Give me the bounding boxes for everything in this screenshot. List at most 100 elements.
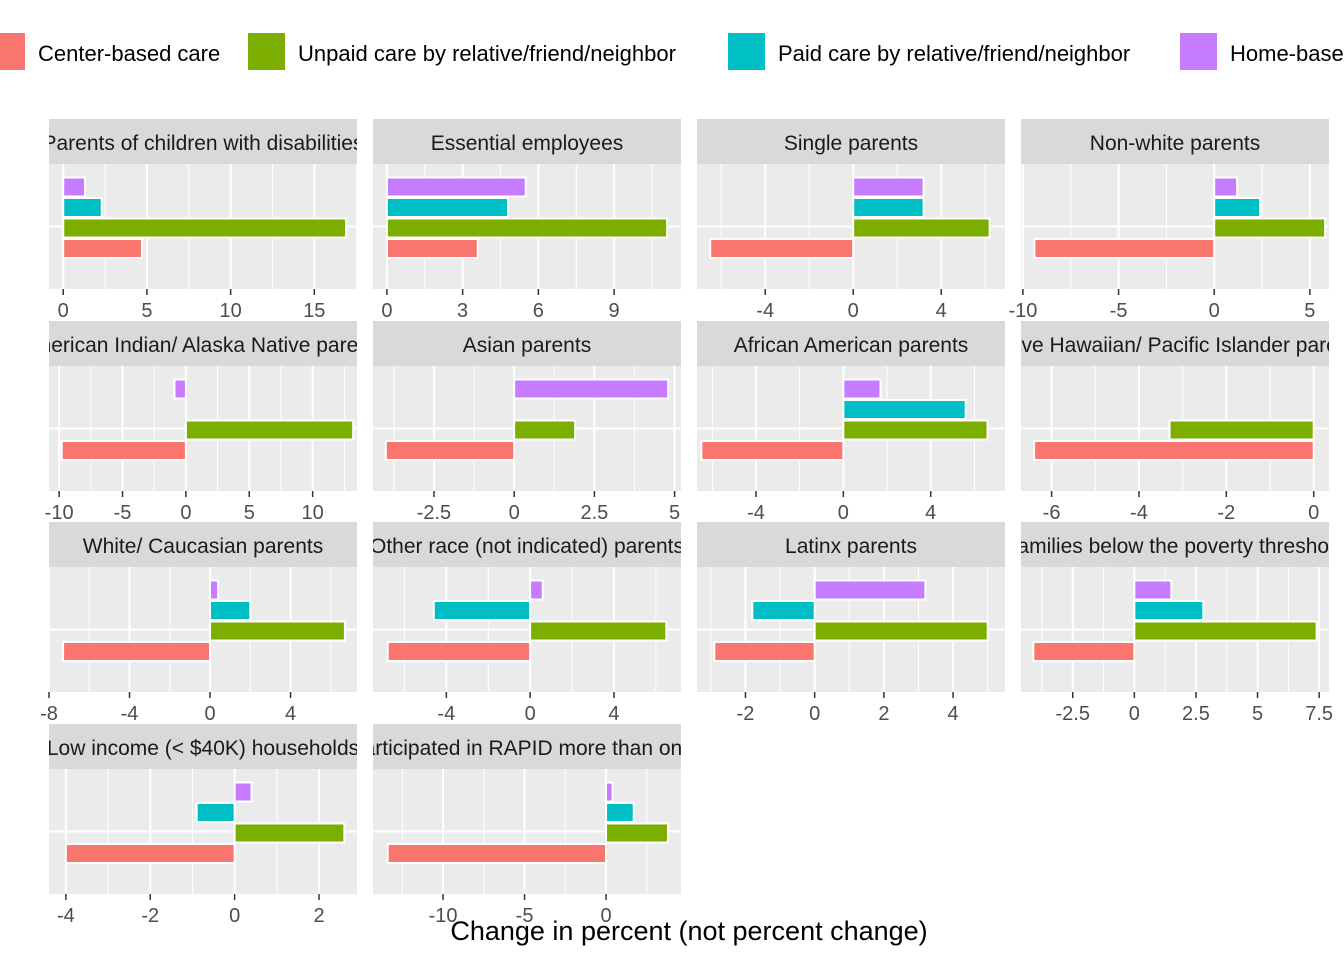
tick-label: 0: [229, 905, 240, 927]
facet-title: Families below the poverty threshold: [1005, 535, 1344, 558]
bar: [1032, 641, 1136, 662]
tick-label: 4: [948, 703, 959, 725]
bar: [1033, 238, 1216, 259]
facet-panel: American Indian/ Alaska Native parents -1…: [45, 321, 357, 524]
bar: [62, 197, 103, 218]
bar: [209, 579, 220, 601]
bar: [62, 238, 143, 259]
tick-label: 2.5: [1182, 703, 1210, 725]
tick-label: 4: [285, 703, 296, 725]
bar: [842, 399, 967, 420]
tick-label: -2: [141, 905, 159, 927]
tick-label: 2.5: [580, 502, 608, 524]
bar: [209, 620, 346, 642]
tick-label: 5: [669, 502, 680, 524]
bar: [529, 579, 544, 601]
tick-label: 10: [302, 502, 324, 524]
facet-strip: [1021, 119, 1329, 164]
legend-key: [248, 33, 285, 70]
facet-title: Other race (not indicated) parents: [370, 535, 684, 558]
bar: [852, 197, 925, 218]
bar: [605, 781, 614, 803]
tick-label: 5: [1252, 703, 1263, 725]
tick-label: -4: [437, 703, 455, 725]
tick-label: 0: [525, 703, 536, 725]
facet-title: Essential employees: [431, 132, 624, 155]
tick-label: 5: [244, 502, 255, 524]
bar: [709, 238, 855, 259]
legend-label: Center-based care: [38, 41, 220, 66]
tick-label: 5: [1304, 300, 1315, 322]
facet-panel: Other race (not indicated) parents -4 0 4: [370, 522, 684, 725]
legend-key: [1180, 33, 1217, 70]
bar: [385, 176, 527, 198]
bar: [751, 600, 816, 621]
bar: [385, 238, 479, 259]
facet-strip: [697, 119, 1005, 164]
tick-label: -2: [1217, 502, 1235, 524]
facet-strip: [49, 119, 357, 164]
facet-strip: [373, 321, 681, 366]
bar: [605, 822, 669, 844]
tick-label: 0: [1209, 300, 1220, 322]
tick-label: 2: [313, 905, 324, 927]
tick-label: -5: [114, 502, 132, 524]
x-axis-title: Change in percent (not percent change): [450, 916, 927, 946]
facet-strip: [49, 522, 357, 567]
tick-label: 0: [509, 502, 520, 524]
bar: [813, 579, 927, 601]
tick-label: -2.5: [1056, 703, 1090, 725]
bar: [713, 641, 816, 662]
bar: [62, 217, 348, 239]
tick-label: 15: [303, 300, 325, 322]
bar: [1133, 600, 1205, 621]
facet-strip: [697, 522, 1005, 567]
tick-label: -8: [40, 703, 58, 725]
bar: [842, 419, 989, 441]
bar: [842, 378, 882, 400]
tick-label: 7.5: [1305, 703, 1333, 725]
facet-title: Parents of children with disabilities: [43, 132, 364, 155]
bar: [385, 217, 669, 239]
bar: [605, 802, 635, 823]
legend-label: Unpaid care by relative/friend/neighbor: [298, 41, 676, 66]
bar: [1133, 579, 1173, 601]
tick-label: 0: [1129, 703, 1140, 725]
bar: [1213, 217, 1327, 239]
facet-panel: Participated in RAPID more than once -10 -…: [350, 724, 705, 927]
bar: [852, 176, 925, 198]
bar: [432, 600, 532, 621]
facet-strip: [373, 522, 681, 567]
bar: [64, 843, 236, 864]
legend-key: [728, 33, 765, 70]
facet-strip: [1021, 522, 1329, 567]
tick-label: 10: [219, 300, 241, 322]
tick-label: 4: [608, 703, 619, 725]
bar: [513, 378, 670, 400]
facet-panel: Essential employees 0 3 6 9: [373, 119, 681, 322]
facet-panel: Families below the poverty threshold -2.5…: [1005, 522, 1344, 725]
bar: [1168, 419, 1315, 441]
tick-label: 0: [848, 300, 859, 322]
facet-panel: Single parents -4 0 4: [697, 119, 1005, 322]
facet-panel: Parents of children with disabilities 0 5 1…: [43, 119, 364, 322]
facet-title: Low income (< $40K) households: [47, 737, 359, 760]
bar: [1213, 197, 1262, 218]
facet-panel: Non-white parents -10 -5 0 5: [1008, 119, 1329, 322]
tick-label: 3: [457, 300, 468, 322]
bar: [813, 620, 989, 642]
facet-panels: Parents of children with disabilities 0 5 1…: [40, 119, 1344, 927]
bar: [386, 843, 608, 864]
facet-panel: Latinx parents -2 0 2 4: [697, 522, 1005, 725]
facet-strip: [373, 724, 681, 769]
bar: [385, 197, 510, 218]
bar: [1133, 620, 1318, 642]
bar: [173, 378, 187, 400]
facet-title: Participated in RAPID more than once: [350, 737, 705, 760]
legend-label: Home-based care: [1230, 41, 1344, 66]
facet-panel: Asian parents -2.5 0 2.5 5: [373, 321, 681, 524]
facet-panel: African American parents -4 0 4: [697, 321, 1005, 524]
tick-label: -4: [756, 300, 774, 322]
tick-label: -6: [1043, 502, 1061, 524]
tick-label: 5: [141, 300, 152, 322]
